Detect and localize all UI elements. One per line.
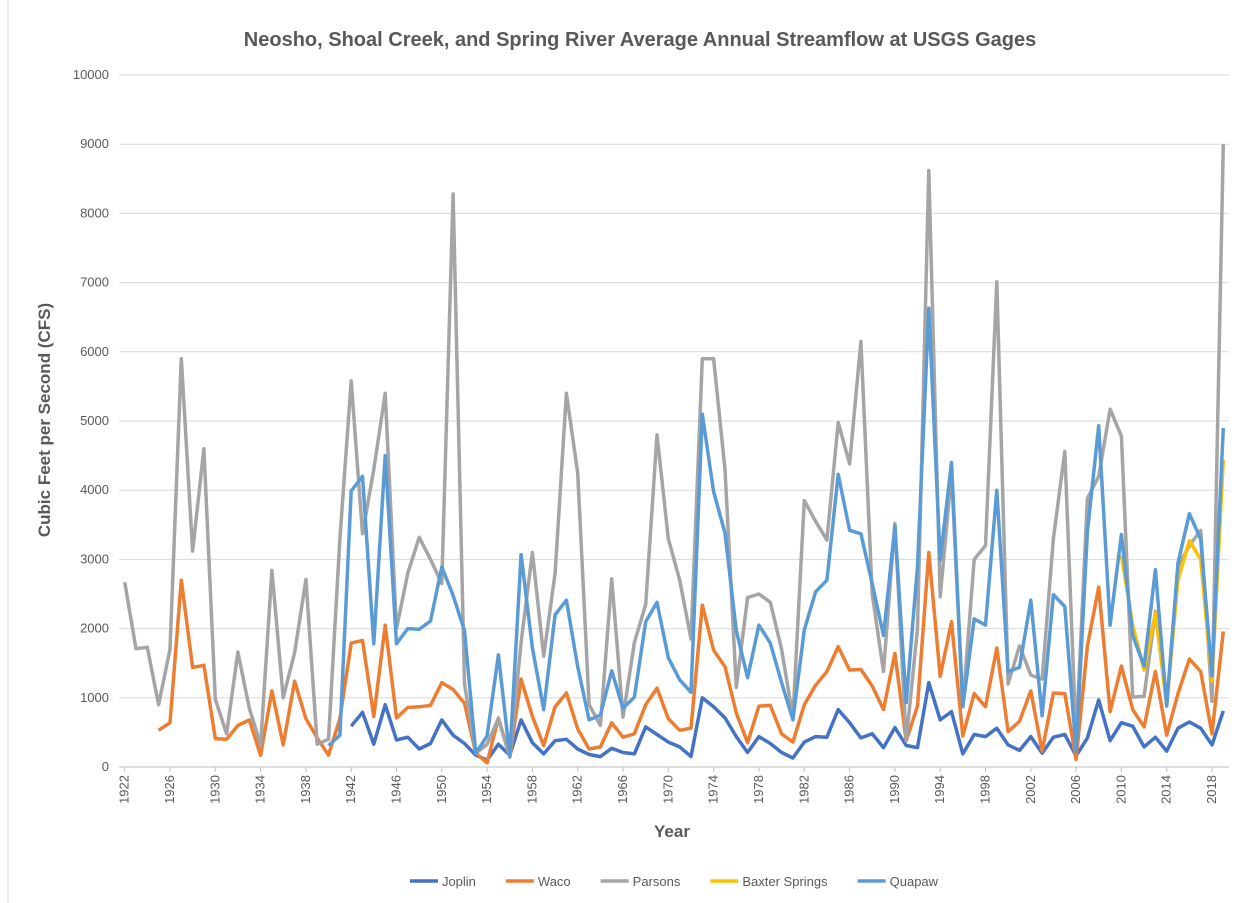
x-tick-label: 1922 — [117, 775, 132, 804]
x-tick-label: 2010 — [1113, 775, 1128, 804]
series-line — [1119, 459, 1226, 707]
y-tick-label: 5000 — [80, 413, 109, 428]
x-tick-label: 1958 — [524, 775, 539, 804]
y-axis-title: Cubic Feet per Second (CFS) — [35, 303, 54, 537]
x-tick-label: 1970 — [660, 775, 675, 804]
legend-label: Waco — [538, 874, 571, 889]
x-axis-title: Year — [654, 822, 690, 841]
x-tick-label: 1986 — [842, 775, 857, 804]
y-tick-label: 6000 — [80, 344, 109, 359]
x-tick-label: 1926 — [162, 775, 177, 804]
x-tick-label: 1942 — [343, 775, 358, 804]
x-tick-label: 1946 — [389, 775, 404, 804]
x-tick-label: 2006 — [1068, 775, 1083, 804]
x-tick-label: 1994 — [932, 775, 947, 804]
x-tick-label: 2002 — [1023, 775, 1038, 804]
x-tick-label: 1978 — [751, 775, 766, 804]
legend-label: Quapaw — [890, 874, 939, 889]
x-tick-label: 1938 — [298, 775, 313, 804]
series-line — [122, 144, 1226, 760]
legend-label: Joplin — [442, 874, 476, 889]
series-line — [157, 550, 1226, 765]
x-tick-label: 1990 — [887, 775, 902, 804]
y-tick-label: 1000 — [80, 690, 109, 705]
y-tick-label: 3000 — [80, 551, 109, 566]
x-tick-label: 1974 — [706, 775, 721, 804]
y-tick-label: 7000 — [80, 275, 109, 290]
x-tick-label: 1982 — [796, 775, 811, 804]
legend-label: Parsons — [633, 874, 681, 889]
x-tick-label: 1930 — [207, 775, 222, 804]
y-tick-label: 9000 — [80, 136, 109, 151]
y-tick-label: 4000 — [80, 482, 109, 497]
y-tick-label: 8000 — [80, 205, 109, 220]
x-tick-label: 1934 — [253, 775, 268, 804]
series-line — [327, 306, 1226, 758]
legend-label: Baxter Springs — [742, 874, 828, 889]
y-tick-label: 0 — [102, 759, 109, 774]
x-tick-label: 1962 — [570, 775, 585, 804]
x-tick-label: 1954 — [479, 775, 494, 804]
chart-title: Neosho, Shoal Creek, and Spring River Av… — [244, 29, 1036, 51]
x-tick-label: 1950 — [434, 775, 449, 804]
x-tick-label: 1966 — [615, 775, 630, 804]
x-tick-label: 2014 — [1159, 775, 1174, 804]
x-tick-label: 1998 — [977, 775, 992, 804]
y-tick-label: 10000 — [73, 67, 109, 82]
y-tick-label: 2000 — [80, 621, 109, 636]
x-tick-label: 2018 — [1204, 775, 1219, 804]
